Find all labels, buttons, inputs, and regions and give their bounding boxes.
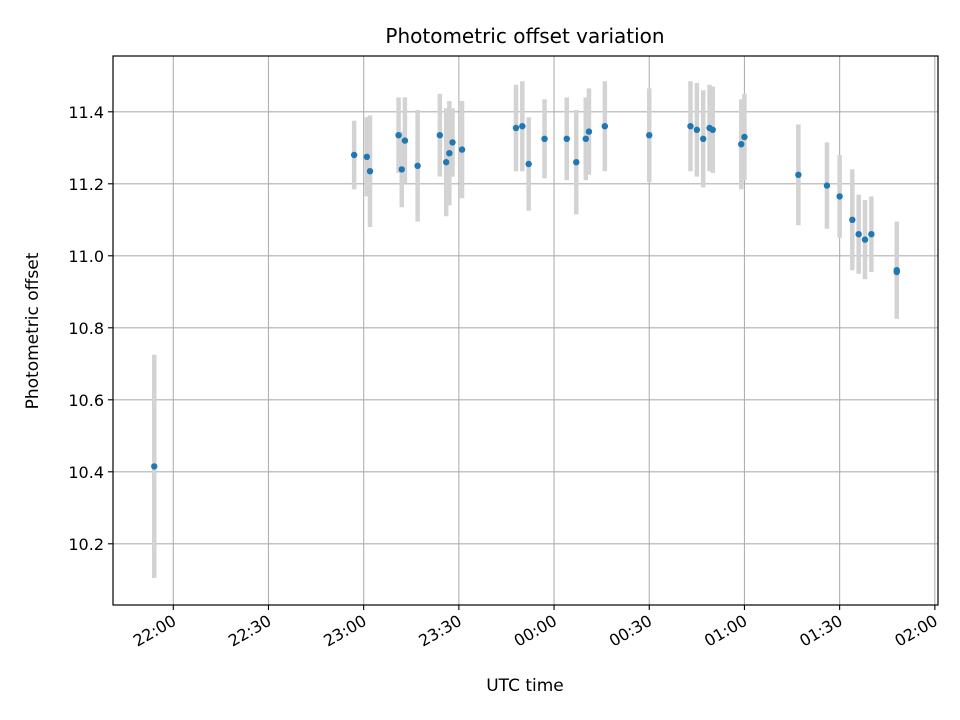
data-point — [395, 132, 402, 139]
data-point — [868, 231, 875, 238]
y-tick-label: 11.0 — [68, 247, 104, 266]
data-point — [458, 146, 466, 153]
y-tick-label: 10.2 — [68, 535, 104, 554]
data-points — [151, 123, 900, 470]
chart-title: Photometric offset variation — [385, 24, 664, 48]
data-point — [350, 151, 358, 159]
y-tick-label: 10.8 — [68, 319, 104, 338]
data-point — [582, 135, 589, 142]
data-point — [446, 150, 453, 157]
data-point — [823, 182, 831, 189]
data-point — [525, 160, 532, 168]
x-axis-label: UTC time — [486, 676, 564, 696]
data-point — [693, 126, 701, 133]
data-point — [151, 463, 158, 470]
data-point — [398, 166, 405, 173]
data-point — [699, 135, 707, 142]
data-point — [436, 132, 444, 139]
data-point — [738, 141, 745, 148]
data-point — [646, 132, 653, 139]
data-point — [585, 128, 593, 135]
plot-frame — [112, 55, 939, 606]
data-point — [601, 123, 609, 130]
data-point — [849, 216, 856, 223]
data-point — [687, 123, 694, 130]
data-point — [519, 123, 526, 130]
data-point — [893, 267, 900, 274]
data-point — [795, 171, 802, 178]
data-point — [414, 162, 421, 169]
data-point — [366, 168, 374, 175]
data-point — [861, 236, 869, 243]
y-tick-label: 11.2 — [68, 175, 104, 194]
data-point — [512, 124, 520, 132]
data-point — [573, 159, 580, 166]
data-point — [855, 231, 862, 238]
data-point — [563, 135, 570, 142]
y-tick-label: 11.4 — [68, 103, 104, 122]
data-point — [401, 137, 409, 144]
data-point — [741, 133, 748, 141]
data-point — [442, 159, 450, 166]
y-tick-label: 10.4 — [68, 463, 104, 482]
data-point — [541, 135, 548, 142]
y-axis-label: Photometric offset — [23, 252, 43, 409]
data-point — [836, 193, 843, 200]
data-point — [363, 153, 371, 160]
y-axis-ticks: 10.2 10.4 10.6 10.8 11.0 11.2 11.4 — [68, 103, 113, 554]
data-point — [709, 126, 716, 133]
data-point — [449, 139, 456, 146]
y-tick-label: 10.6 — [68, 391, 104, 410]
